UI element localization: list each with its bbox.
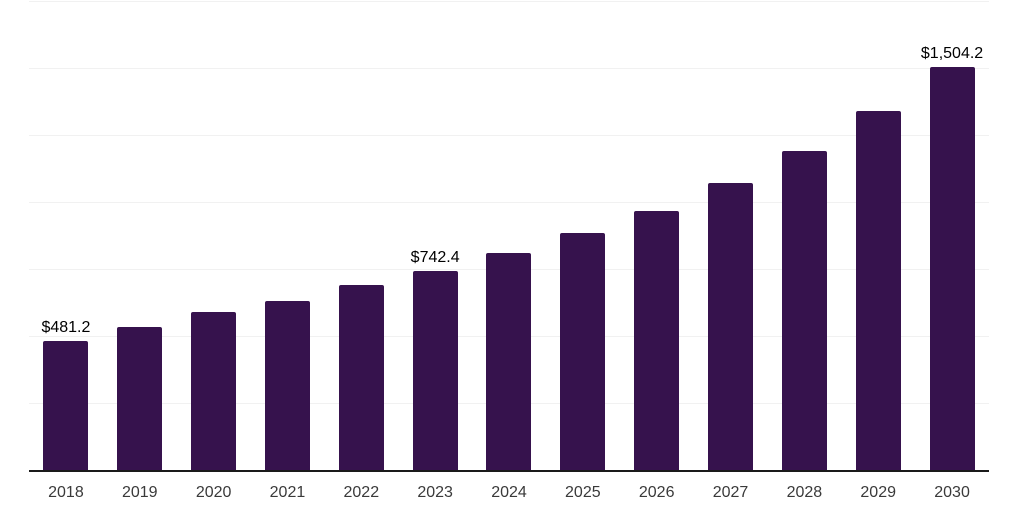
bar-2027 [708, 182, 754, 470]
bar-2023: $742.4 [411, 249, 460, 470]
x-tick-2025: 2025 [565, 484, 601, 501]
x-tick-2021: 2021 [269, 484, 306, 501]
bar-2026 [634, 210, 680, 470]
x-tick-2026: 2026 [638, 484, 675, 501]
bar-2029 [855, 110, 901, 470]
bar-2020 [191, 311, 237, 470]
x-tick-2029: 2029 [860, 484, 896, 501]
x-tick-2018: 2018 [48, 484, 84, 501]
data-label-2023: $742.4 [410, 248, 460, 266]
bar-slot-2018: $481.2 [29, 319, 103, 470]
x-tick-2024: 2024 [491, 484, 527, 501]
bar-2024 [486, 252, 532, 470]
bar-2022 [338, 285, 384, 470]
bar-slot-2022 [324, 285, 398, 470]
x-tick-2020: 2020 [195, 484, 232, 501]
bar-2018: $481.2 [41, 319, 90, 470]
bar-slot-2019 [103, 326, 177, 470]
bar-slot-2025 [546, 232, 620, 470]
bar-slot-2024 [472, 252, 546, 470]
x-tick-2023: 2023 [417, 484, 453, 501]
x-axis-labels: 2018 2019 2020 2021 2022 2023 2024 2025 2026 2027… [29, 485, 989, 501]
bar-slot-2026 [620, 210, 694, 470]
plot-area: $481.2 $742.4 $1,504.2 [29, 1, 989, 472]
x-tick-2027: 2027 [712, 484, 749, 501]
data-label-2030: $1,504.2 [920, 44, 984, 62]
bar-slot-2028 [767, 151, 841, 470]
bar-slot-2030: $1,504.2 [915, 45, 989, 470]
bar-slot-2021 [251, 300, 325, 470]
bar-2028 [781, 151, 827, 470]
bar-slot-2027 [694, 182, 768, 470]
bar-2025 [560, 232, 606, 470]
bar-slot-2020 [177, 311, 251, 470]
bar-2030: $1,504.2 [921, 45, 983, 470]
x-tick-2019: 2019 [121, 484, 158, 501]
x-tick-2030: 2030 [934, 484, 970, 501]
bar-2021 [264, 300, 310, 470]
x-tick-2028: 2028 [786, 484, 823, 501]
bar-slot-2023: $742.4 [398, 249, 472, 470]
data-label-2018: $481.2 [41, 318, 91, 336]
gridline-1750 [29, 1, 989, 2]
x-tick-2022: 2022 [343, 484, 380, 501]
gridline-1500 [29, 68, 989, 69]
bar-chart: $481.2 $742.4 $1,504.2 2018 2019 2020 2021 202… [29, 1, 989, 501]
bar-2019 [117, 326, 163, 470]
bar-slot-2029 [841, 110, 915, 470]
